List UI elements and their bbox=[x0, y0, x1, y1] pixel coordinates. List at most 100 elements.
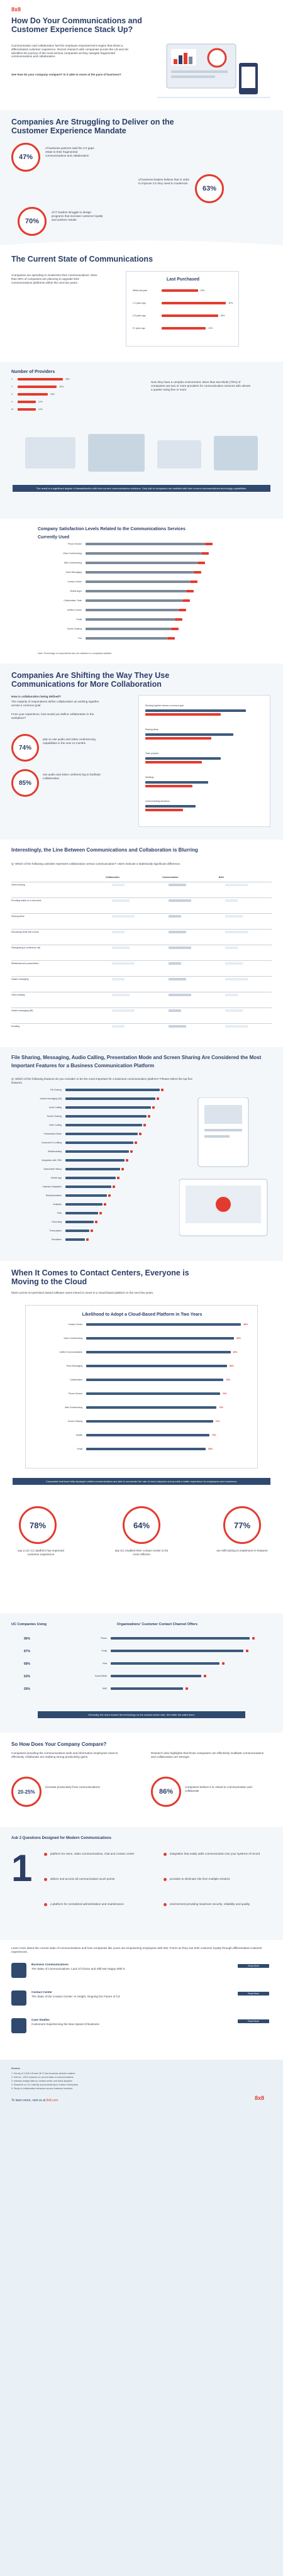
filesharing-chart: File Sharing Instant messaging (IM) Audio … bbox=[11, 1089, 169, 1252]
providers-illustration bbox=[25, 434, 258, 472]
resource-desc: The State of Communications: Lack of Cho… bbox=[31, 1967, 125, 1970]
feature-chip bbox=[95, 1221, 97, 1223]
table-cell-mark bbox=[112, 947, 130, 949]
lp-value: 22% bbox=[208, 327, 213, 330]
lp-value: 32% bbox=[228, 302, 233, 304]
table-cell-mark bbox=[225, 915, 243, 918]
shifting-text1: The majority of respondents define colla… bbox=[11, 700, 99, 707]
table-cell-mark bbox=[169, 994, 191, 996]
uc-percent: 68% bbox=[24, 1662, 31, 1666]
cloud-value: 76% bbox=[222, 1392, 227, 1395]
table-row-label: Instant messaging bbox=[11, 978, 29, 980]
cloud-label: Unified Communications bbox=[59, 1351, 82, 1353]
collab-label: Working together toward a common goal bbox=[145, 704, 184, 707]
feature-chip bbox=[130, 1150, 133, 1153]
provider-value: 12% bbox=[38, 408, 43, 411]
table-cell-mark bbox=[112, 1025, 125, 1028]
struggle-title: Companies Are Struggling to Deliver on t… bbox=[11, 118, 174, 135]
table-cell-mark bbox=[225, 1025, 248, 1028]
shifting-title: Companies Are Shifting the Way They Use … bbox=[11, 671, 170, 689]
read-more-button[interactable]: Read More bbox=[238, 2019, 269, 2023]
tip-item: integration that easily adds communicati… bbox=[164, 1852, 270, 1856]
satisfaction-bar-accent bbox=[201, 552, 209, 555]
satisfaction-bar bbox=[86, 599, 182, 602]
provider-value: 20% bbox=[50, 393, 55, 396]
satisfaction-bar-accent bbox=[190, 580, 197, 583]
compare-text1: Companies providing the communications t… bbox=[11, 1752, 118, 1758]
uc-percent: 87% bbox=[24, 1650, 31, 1653]
satisfaction-bar-accent bbox=[186, 590, 194, 592]
collab-label: Meetings bbox=[145, 776, 154, 779]
resource-desc: The State of the Contact Center: At Heig… bbox=[31, 1995, 120, 1998]
filesharing-title: File Sharing, Messaging, Audio Calling, … bbox=[11, 1055, 262, 1069]
provider-label: 3 bbox=[11, 393, 13, 396]
providers-chart: 1 30% 2 26% 3 20% 4 12% 5+ 12% bbox=[11, 378, 99, 422]
wave-divider bbox=[0, 240, 283, 248]
brand-logo[interactable]: 8x8 bbox=[11, 6, 21, 13]
read-more-button[interactable]: Read More bbox=[238, 1992, 269, 1996]
feature-bar bbox=[65, 1203, 103, 1206]
uc-label: Chat bbox=[102, 1662, 107, 1665]
uc-chip bbox=[246, 1650, 249, 1652]
feature-label: Integration with CRM bbox=[42, 1159, 62, 1162]
uc-bar bbox=[111, 1675, 201, 1677]
cloud-bar bbox=[86, 1323, 241, 1326]
feature-label: Analytics bbox=[53, 1203, 62, 1206]
table-cell-mark bbox=[169, 899, 191, 902]
table-row-label: Video chatting bbox=[11, 994, 25, 996]
tip-bullet-icon bbox=[164, 1853, 167, 1856]
feature-chip bbox=[126, 1159, 128, 1162]
feature-label: Bots/Automation bbox=[46, 1194, 62, 1197]
collab-bar bbox=[145, 709, 246, 712]
filesharing-section: File Sharing, Messaging, Audio Calling, … bbox=[0, 1047, 283, 1261]
table-cell-mark bbox=[169, 915, 181, 918]
resources-list: Business Communications The State of Comm… bbox=[11, 1963, 272, 2051]
stat-circle-85: 85% bbox=[11, 769, 39, 797]
table-cell-mark bbox=[169, 978, 186, 980]
cloud-value: 70% bbox=[212, 1434, 216, 1436]
cloud-chart-card: Likelihood to Adopt a Cloud-Based Platfo… bbox=[25, 1305, 258, 1468]
tips-title: Ask 3 Questions Designed for Modern Comm… bbox=[11, 1836, 112, 1840]
footer-logo[interactable]: 8x8 bbox=[255, 2095, 265, 2101]
table-row-line bbox=[11, 929, 272, 930]
feature-bar bbox=[65, 1177, 116, 1179]
footer-url[interactable]: 8x8.com bbox=[46, 2099, 58, 2102]
uc-percent: 63% bbox=[24, 1675, 31, 1679]
providers-section: Number of Providers 1 30% 2 26% 3 20% 4 12% 5+ 12… bbox=[0, 362, 283, 519]
collab-bar-accent bbox=[145, 785, 192, 787]
collab-label: Sharing ideas bbox=[145, 728, 158, 731]
stat-circle-77: 77% bbox=[223, 1506, 261, 1544]
read-more-button[interactable]: Read More bbox=[238, 1964, 269, 1968]
satisfaction-label: Email bbox=[76, 618, 82, 621]
uc-label: Email bbox=[101, 1650, 107, 1652]
satisfaction-label: Screen Sharing bbox=[67, 628, 82, 630]
uc-title-left: UC Companies Using bbox=[11, 1623, 47, 1626]
table-column-header: Both bbox=[219, 876, 224, 879]
collab-label: Communicating decisions bbox=[145, 800, 170, 802]
tip-bullet-icon bbox=[164, 1903, 167, 1906]
cloud-bar bbox=[86, 1448, 206, 1450]
source-item: 4. Research on UC maturity and productiv… bbox=[11, 2084, 79, 2086]
lp-value: 28% bbox=[220, 314, 225, 317]
uc-title-right: Organizations' Customer Contact Channel … bbox=[116, 1623, 198, 1626]
satisfaction-label: Contact Center bbox=[67, 580, 82, 583]
feature-label: Mobile App bbox=[51, 1177, 62, 1179]
stat-text-70: of IT leaders struggle to design program… bbox=[52, 211, 103, 221]
cloud-label: Contact Center bbox=[68, 1323, 82, 1326]
lp-bar bbox=[162, 289, 198, 292]
last-purchased-title: Last Purchased bbox=[166, 277, 200, 282]
collab-chart-card: Working together toward a common goal Sha… bbox=[138, 695, 270, 827]
feature-bar bbox=[65, 1097, 155, 1100]
uc-chip bbox=[252, 1637, 255, 1640]
satisfaction-bar-accent bbox=[171, 628, 179, 630]
table-cell-mark bbox=[169, 931, 186, 933]
feature-bar bbox=[65, 1141, 133, 1144]
satisfaction-bar bbox=[86, 590, 186, 592]
table-row-line bbox=[11, 960, 272, 961]
table-cell-mark bbox=[225, 962, 243, 965]
cloud-value: 82% bbox=[233, 1351, 238, 1353]
providers-callout: The result is a significant degree of di… bbox=[13, 485, 270, 492]
collab-bar bbox=[145, 733, 233, 736]
provider-bar bbox=[18, 408, 36, 411]
